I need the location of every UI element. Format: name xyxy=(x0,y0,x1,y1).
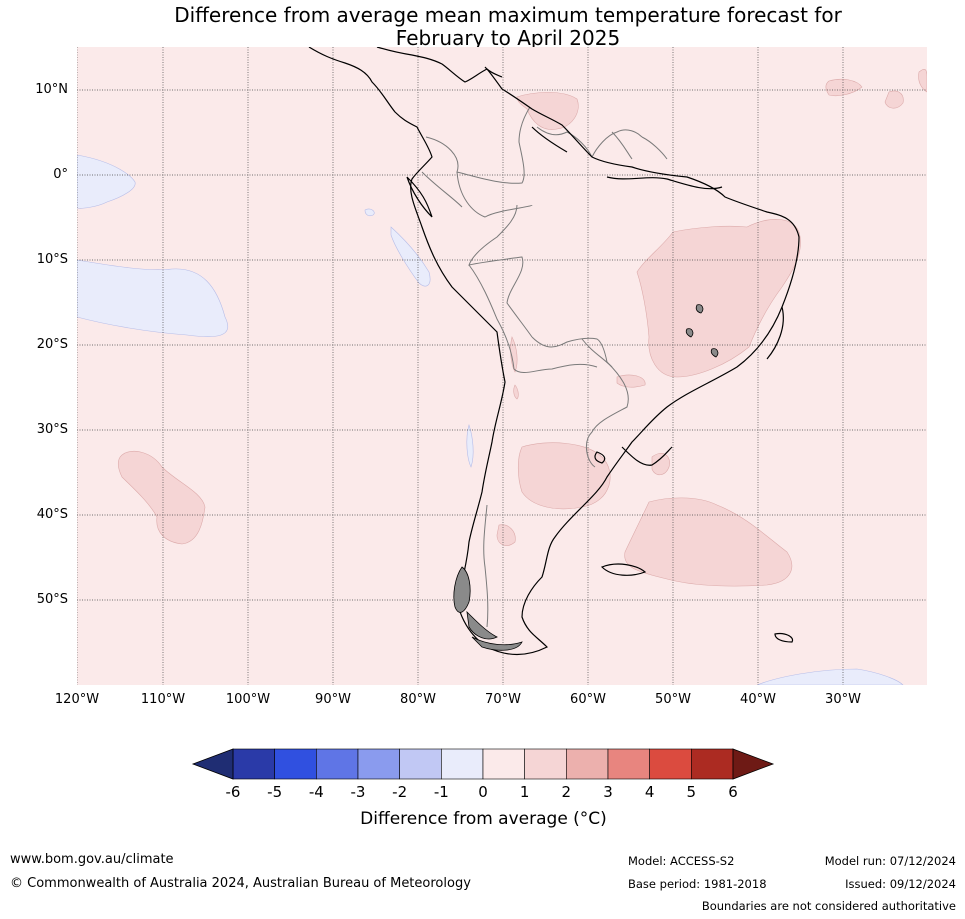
lon-label-100w: 100°W xyxy=(225,692,271,707)
colorbar-segment xyxy=(607,748,650,780)
country-borders xyxy=(421,106,668,628)
colorbar-segment xyxy=(691,748,734,780)
colorbar: -6 -5 -4 -3 -2 -1 0 1 2 3 4 5 6 Difference from aver… xyxy=(0,745,965,845)
lat-label-50s: 50°S xyxy=(36,592,68,607)
colorbar-tick-label: -2 xyxy=(392,783,408,801)
colorbar-tick-label: 5 xyxy=(686,783,697,801)
southern-chile-islands xyxy=(453,304,719,651)
colorbar-tick-label: 4 xyxy=(644,783,655,801)
colorbar-tick-label: -3 xyxy=(350,783,366,801)
lat-label-40s: 40°S xyxy=(36,507,68,522)
lat-label-0: 0° xyxy=(53,167,68,182)
colorbar-segment xyxy=(316,748,359,780)
map-title: Difference from average mean maximum tem… xyxy=(0,4,965,50)
disclaimer-text: Boundaries are not considered authoritat… xyxy=(701,899,956,913)
colorbar-tick-label: 0 xyxy=(478,783,488,801)
forecast-map xyxy=(77,47,927,685)
colorbar-segment xyxy=(232,748,275,780)
colorbar-segment xyxy=(649,748,692,780)
colorbar-tick-label: -5 xyxy=(267,783,283,801)
lon-label-80w: 80°W xyxy=(400,692,436,707)
colorbar-segment xyxy=(524,748,567,780)
colorbar-segment xyxy=(482,748,525,780)
lon-label-90w: 90°W xyxy=(315,692,351,707)
lon-label-40w: 40°W xyxy=(740,692,776,707)
base-period-text: Base period: 1981-2018 xyxy=(628,877,767,891)
coastlines xyxy=(308,47,800,656)
title-line-1: Difference from average mean maximum tem… xyxy=(174,3,842,27)
lon-label-110w: 110°W xyxy=(140,692,186,707)
colorbar-svg xyxy=(191,748,775,780)
website-link[interactable]: www.bom.gov.au/climate xyxy=(10,852,174,867)
lon-label-70w: 70°W xyxy=(485,692,521,707)
colorbar-tick-label: 2 xyxy=(561,783,572,801)
model-text: Model: ACCESS-S2 xyxy=(628,854,735,868)
colorbar-label: Difference from average (°C) xyxy=(360,809,607,829)
issued-text: Issued: 09/12/2024 xyxy=(845,877,956,891)
lat-label-30s: 30°S xyxy=(36,422,68,437)
colorbar-tick-label: -4 xyxy=(308,783,324,801)
colorbar-tick-label: 6 xyxy=(728,783,738,801)
colorbar-segments xyxy=(232,748,734,780)
colorbar-segment xyxy=(441,748,484,780)
colorbar-segment xyxy=(399,748,442,780)
copyright-text: © Commonwealth of Australia 2024, Austra… xyxy=(10,876,471,891)
lat-label-20s: 20°S xyxy=(36,337,68,352)
lon-label-120w: 120°W xyxy=(54,692,100,707)
colorbar-tick-label: 3 xyxy=(603,783,613,801)
lon-label-60w: 60°W xyxy=(570,692,606,707)
colorbar-low-extend xyxy=(191,748,234,780)
cooler-anomaly-regions xyxy=(77,154,904,685)
colorbar-segment xyxy=(357,748,400,780)
colorbar-segment xyxy=(566,748,609,780)
model-run-text: Model run: 07/12/2024 xyxy=(824,854,956,868)
lat-label-10n: 10°N xyxy=(35,82,68,97)
map-canvas xyxy=(77,47,927,685)
lat-label-10s: 10°S xyxy=(36,252,68,267)
warmer-anomaly-regions xyxy=(117,68,927,587)
colorbar-tick-label: -6 xyxy=(225,783,241,801)
colorbar-segment xyxy=(274,748,317,780)
colorbar-high-extend xyxy=(732,748,775,780)
colorbar-tick-label: -1 xyxy=(433,783,449,801)
lon-label-30w: 30°W xyxy=(825,692,861,707)
lon-label-50w: 50°W xyxy=(655,692,691,707)
colorbar-tick-label: 1 xyxy=(519,783,530,801)
title-line-2: February to April 2025 xyxy=(395,26,621,50)
